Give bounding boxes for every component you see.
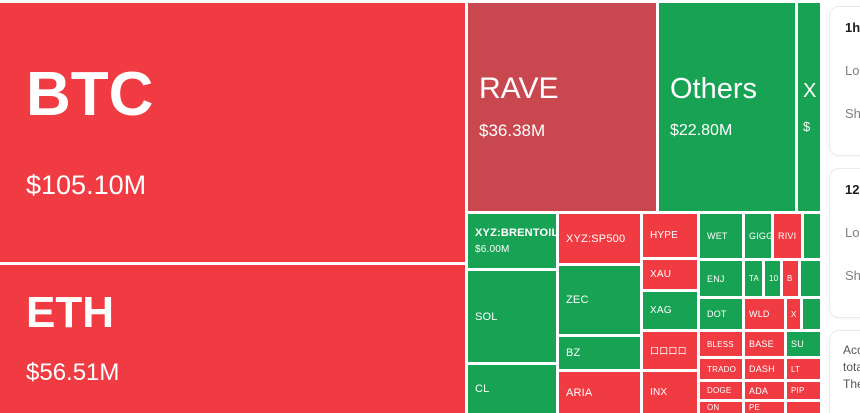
description-card: Acc tota The: [829, 330, 860, 413]
tile-cl[interactable]: CL: [468, 365, 556, 413]
tile-zec[interactable]: ZEC: [559, 266, 640, 334]
tile-base[interactable]: BASE: [745, 332, 784, 356]
tile-dot[interactable]: DOT: [700, 299, 742, 329]
card-1h-long-row: Lon: [845, 63, 860, 78]
tile-on[interactable]: ON: [700, 402, 742, 413]
tile-others-value: $22.80M: [670, 121, 733, 139]
tile-cjk-ticker[interactable]: 口口口口: [643, 332, 697, 369]
tile-others[interactable]: Others $22.80M: [659, 3, 795, 211]
tile-enj[interactable]: ENJ: [700, 261, 742, 296]
tile-doge[interactable]: DOGE: [700, 382, 742, 399]
tile-eth[interactable]: ETH $56.51M: [0, 265, 465, 413]
card-12h-short-row: Sho: [845, 268, 860, 283]
tile-wet[interactable]: WET: [700, 214, 742, 258]
tile-su[interactable]: SU: [787, 332, 820, 356]
description-line-1: Acc: [843, 343, 860, 357]
tile-inx[interactable]: INX: [643, 372, 697, 413]
tile-btc[interactable]: BTC $105.10M: [0, 3, 465, 262]
tile-unlabeled-1[interactable]: [804, 214, 820, 258]
tile-b[interactable]: B: [783, 261, 798, 296]
tile-xt[interactable]: X: [787, 299, 800, 329]
tile-pip[interactable]: PIP: [787, 382, 820, 399]
tile-xag[interactable]: XAG: [643, 292, 697, 329]
tile-rave-value: $36.38M: [479, 121, 546, 141]
tile-unlabeled-3[interactable]: [803, 299, 820, 329]
tile-rivi[interactable]: RIVI: [774, 214, 801, 258]
tile-bless[interactable]: BLESS: [700, 332, 742, 356]
tile-aria[interactable]: ARIA: [559, 372, 640, 413]
tile-xyz-sp500[interactable]: XYZ:SP500: [559, 214, 640, 263]
tile-pe[interactable]: PE: [745, 402, 784, 413]
tile-bz[interactable]: BZ: [559, 337, 640, 369]
tile-hype[interactable]: HYPE: [643, 214, 697, 257]
tile-lt[interactable]: LT: [787, 359, 820, 379]
tile-btc-value: $105.10M: [26, 170, 147, 200]
tile-trado[interactable]: TRADO: [700, 359, 742, 379]
tile-x-partial-value: $: [803, 119, 811, 134]
tile-x-partial[interactable]: X $: [798, 3, 820, 211]
right-panel: 1h Lon Sho 12h Lon Sho Acc tota The: [827, 0, 860, 413]
tile-ta[interactable]: TA: [745, 261, 762, 296]
tile-dash[interactable]: DASH: [745, 359, 784, 379]
tile-unlabeled-4[interactable]: [787, 402, 820, 413]
timeframe-card-1h: 1h Lon Sho: [829, 6, 860, 156]
tile-eth-label: ETH: [26, 288, 114, 337]
description-line-2: tota: [843, 360, 860, 374]
tile-unlabeled-2[interactable]: [801, 261, 820, 296]
card-12h-title: 12h: [845, 182, 860, 197]
tile-xau[interactable]: XAU: [643, 260, 697, 289]
tile-xyz-brentoil-label: XYZ:BRENTOIL: [475, 227, 556, 239]
tile-10[interactable]: 10: [765, 261, 780, 296]
tile-wld[interactable]: WLD: [745, 299, 784, 329]
tile-rave[interactable]: RAVE $36.38M: [468, 3, 656, 211]
tile-rave-label: RAVE: [479, 71, 559, 105]
tile-sol[interactable]: SOL: [468, 271, 556, 362]
tile-xyz-brentoil[interactable]: XYZ:BRENTOIL $6.00M: [468, 214, 556, 268]
tile-gigg[interactable]: GIGG: [745, 214, 771, 258]
card-1h-title: 1h: [845, 20, 860, 35]
tile-ada[interactable]: ADA: [745, 382, 784, 399]
tile-x-partial-label: X: [803, 80, 817, 102]
tile-eth-value: $56.51M: [26, 359, 120, 386]
tile-xyz-brentoil-value: $6.00M: [475, 244, 510, 255]
tile-others-label: Others: [670, 73, 758, 106]
timeframe-card-12h: 12h Lon Sho: [829, 168, 860, 318]
tile-btc-label: BTC: [26, 60, 154, 129]
card-12h-long-row: Lon: [845, 225, 860, 240]
card-1h-short-row: Sho: [845, 106, 860, 121]
description-line-3: The: [843, 377, 860, 391]
